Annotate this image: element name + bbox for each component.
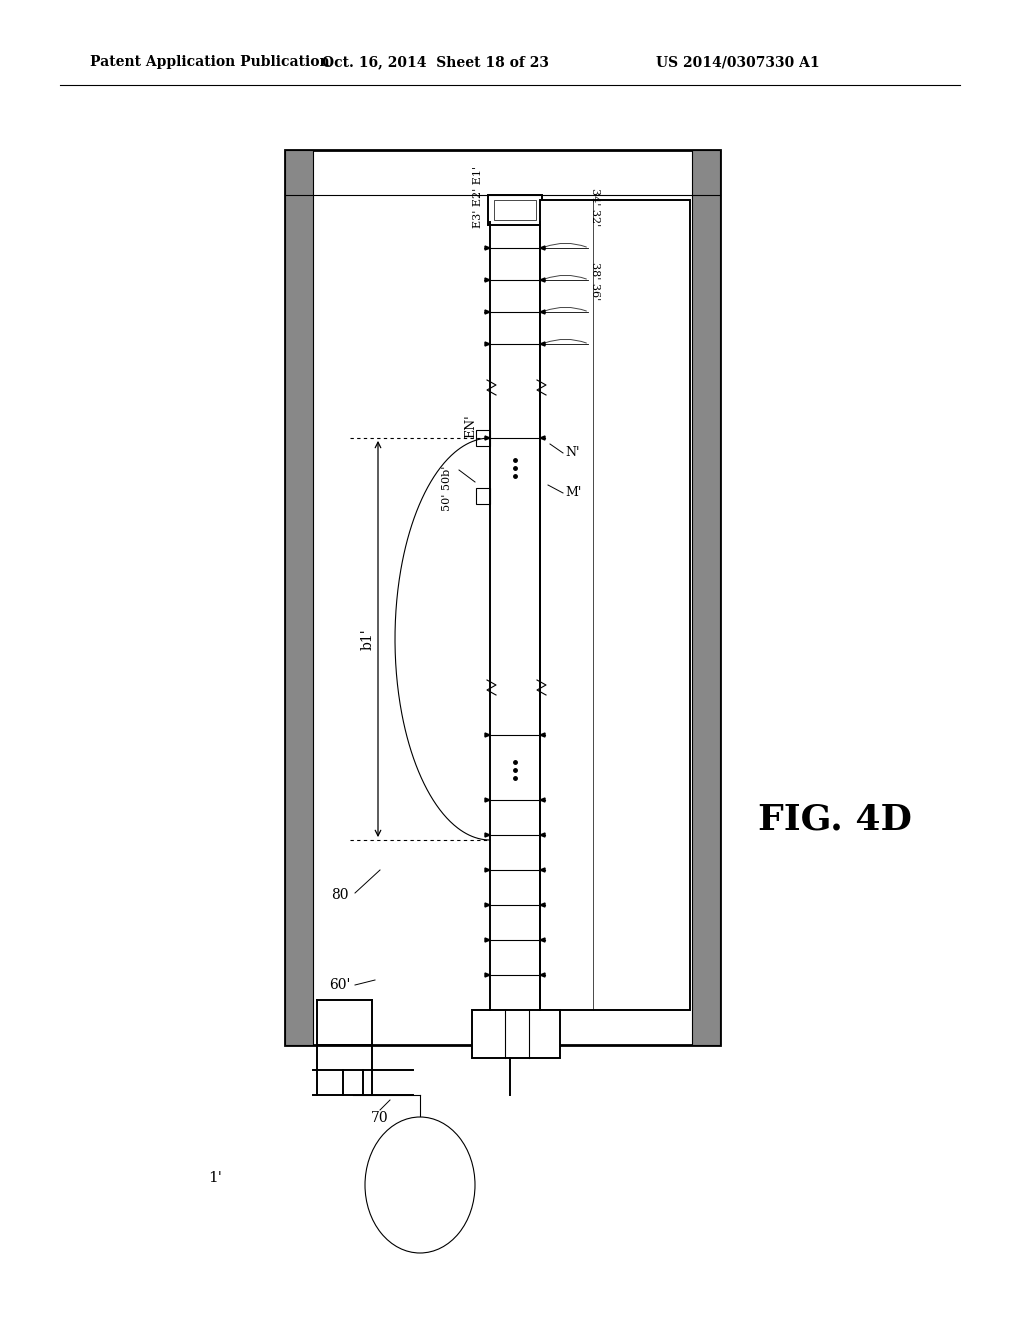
Text: FIG. 4D: FIG. 4D [758, 803, 912, 837]
Text: 50' 50b': 50' 50b' [442, 466, 452, 511]
Text: 1': 1' [208, 1171, 222, 1185]
Polygon shape [485, 973, 490, 977]
Polygon shape [540, 833, 545, 837]
Bar [285, 150, 313, 1045]
Bar [494, 201, 536, 220]
Text: V1': V1' [406, 1176, 435, 1195]
Polygon shape [485, 279, 490, 282]
Text: M': M' [565, 487, 582, 499]
Polygon shape [540, 436, 545, 440]
Text: Patent Application Publication: Patent Application Publication [90, 55, 330, 69]
Text: 60': 60' [330, 978, 350, 993]
Polygon shape [540, 903, 545, 907]
Polygon shape [485, 833, 490, 837]
Polygon shape [540, 733, 545, 737]
Polygon shape [485, 799, 490, 803]
Text: N': N' [565, 446, 580, 459]
Text: 70: 70 [371, 1111, 389, 1125]
Polygon shape [485, 246, 490, 249]
Polygon shape [540, 279, 545, 282]
Polygon shape [540, 869, 545, 873]
Ellipse shape [365, 1117, 475, 1253]
Polygon shape [485, 310, 490, 314]
Polygon shape [485, 733, 490, 737]
Polygon shape [540, 310, 545, 314]
Bar [285, 150, 720, 1045]
Text: US 2014/0307330 A1: US 2014/0307330 A1 [656, 55, 820, 69]
Bar [476, 430, 490, 446]
Bar [476, 488, 490, 504]
Bar [488, 195, 542, 224]
Bar [540, 201, 690, 1010]
Polygon shape [540, 973, 545, 977]
Polygon shape [540, 939, 545, 942]
Polygon shape [485, 869, 490, 873]
Text: b1': b1' [361, 628, 375, 649]
Text: E3' E2' E1': E3' E2' E1' [473, 166, 483, 228]
Text: 80: 80 [331, 888, 349, 902]
Text: 34' 32': 34' 32' [590, 187, 600, 226]
Bar [692, 150, 720, 1045]
Polygon shape [485, 903, 490, 907]
Polygon shape [485, 342, 490, 346]
Text: Oct. 16, 2014  Sheet 18 of 23: Oct. 16, 2014 Sheet 18 of 23 [322, 55, 549, 69]
Polygon shape [540, 799, 545, 803]
Polygon shape [485, 436, 490, 440]
Bar [472, 1010, 560, 1059]
Polygon shape [485, 939, 490, 942]
Polygon shape [540, 342, 545, 346]
Polygon shape [540, 246, 545, 249]
Text: 38' 36': 38' 36' [590, 261, 600, 300]
Text: EN': EN' [464, 414, 477, 438]
